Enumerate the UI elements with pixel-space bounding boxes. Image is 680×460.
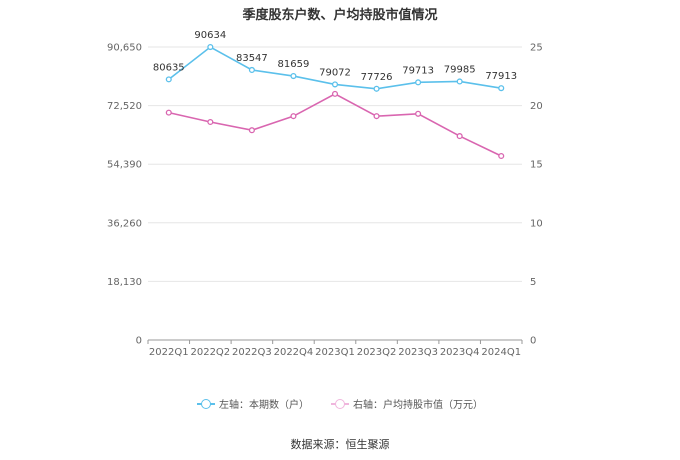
x-tick-label: 2023Q3 [398,347,438,358]
x-tick-label: 2023Q4 [440,347,480,358]
series-right-point [290,113,297,120]
right-tick-label: 25 [530,43,543,54]
series-left-point [207,44,214,51]
series-right-point [207,118,214,126]
right-tick-label: 5 [530,277,536,288]
data-label: 80635 [153,62,185,73]
right-tick-label: 10 [530,218,543,229]
left-tick-label: 72,520 [107,101,142,112]
legend-swatch-left [197,398,215,410]
series-left-point [415,79,422,86]
data-label: 77913 [485,71,517,82]
series-left-point [498,85,505,92]
data-labels: 80635 90634 83547 81659 79072 77726 79713 79985… [153,30,517,83]
series-right-line [165,90,505,160]
series-left-line [165,44,505,92]
series-right-path [168,92,502,157]
chart-title: 季度股东户数、户均持股市值情况 [242,8,438,23]
series-left-point [331,81,339,88]
series-left-point [290,73,297,80]
legend-swatch-right [331,398,349,410]
x-tick-label: 2022Q2 [190,347,230,358]
right-tick-label: 15 [530,160,543,171]
data-label: 83547 [236,53,268,64]
legend-item-left[interactable]: 左轴：本期数（户） [197,396,309,411]
x-tick-label: 2023Q2 [357,347,397,358]
series-right-point [331,90,339,97]
right-tick-label: 20 [530,101,543,112]
data-label: 90634 [194,30,226,41]
x-tick-label: 2022Q4 [274,347,314,358]
left-tick-label: 36,260 [107,218,142,229]
legend-label-right: 右轴：户均持股市值（万元） [353,400,483,411]
axes: 0 0 18,130 5 36,260 10 54,390 15 72,520 20 90,650 2… [107,43,543,359]
x-tick-label: 2022Q1 [149,347,189,358]
series-left-point [248,66,255,74]
series-right-point [373,113,380,120]
data-label: 79072 [319,67,351,78]
legend-item-right[interactable]: 右轴：户均持股市值（万元） [331,396,483,411]
x-tick-label: 2024Q1 [481,347,521,358]
series-right-point [456,133,463,140]
series-left-point [456,78,463,85]
left-tick-label: 54,390 [107,160,142,171]
series-right-point [415,110,422,117]
left-tick-label: 90,650 [107,43,142,54]
x-tick-label: 2022Q3 [232,347,272,358]
x-tick-label: 2023Q1 [315,347,355,358]
grid-lines [148,46,522,341]
left-tick-label: 0 [136,336,142,347]
series-left-point [165,76,172,83]
right-tick-label: 0 [530,336,536,347]
data-label: 79713 [402,65,434,76]
data-label: 79985 [444,64,476,75]
data-label: 81659 [278,59,310,70]
data-label: 77726 [361,72,393,83]
series-right-point [498,152,505,160]
left-tick-label: 18,130 [107,277,142,288]
legend-label-left: 左轴：本期数（户） [219,400,309,411]
series-left-point [373,85,380,92]
series-right-point [165,109,172,116]
series-right-point [248,127,255,134]
legend: 左轴：本期数（户） 右轴：户均持股市值（万元） [0,396,680,411]
data-source: 数据来源：恒生聚源 [290,438,390,451]
